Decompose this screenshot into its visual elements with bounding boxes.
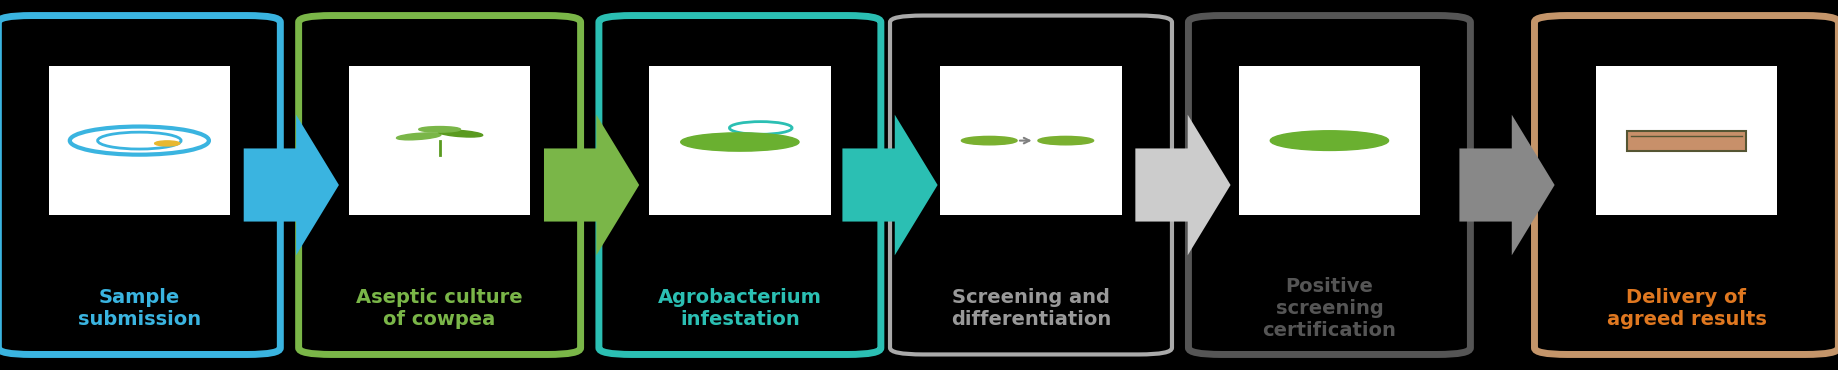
FancyBboxPatch shape [649,66,831,215]
Polygon shape [842,115,937,255]
FancyBboxPatch shape [941,66,1121,215]
Text: Positive
screening
certification: Positive screening certification [1263,278,1397,340]
Polygon shape [1459,115,1555,255]
FancyBboxPatch shape [0,16,281,354]
Polygon shape [1136,115,1231,255]
FancyBboxPatch shape [298,16,581,354]
FancyBboxPatch shape [890,16,1173,354]
FancyBboxPatch shape [1627,131,1746,151]
Circle shape [154,141,180,146]
Ellipse shape [1038,137,1094,145]
FancyBboxPatch shape [349,66,529,215]
FancyBboxPatch shape [1189,16,1470,354]
Ellipse shape [680,133,800,151]
Ellipse shape [961,137,1016,145]
FancyBboxPatch shape [1535,16,1838,354]
Ellipse shape [437,130,483,137]
FancyBboxPatch shape [1239,66,1421,215]
Ellipse shape [419,127,461,132]
FancyBboxPatch shape [599,16,880,354]
FancyBboxPatch shape [50,66,230,215]
Text: Agrobacterium
infestation: Agrobacterium infestation [658,289,822,329]
Ellipse shape [397,133,441,140]
Text: Delivery of
agreed results: Delivery of agreed results [1606,289,1766,329]
Ellipse shape [1270,131,1388,151]
Text: Screening and
differentiation: Screening and differentiation [950,289,1112,329]
Text: Sample
submission: Sample submission [77,289,200,329]
FancyBboxPatch shape [1595,66,1777,215]
Polygon shape [544,115,640,255]
Polygon shape [244,115,338,255]
Text: Aseptic culture
of cowpea: Aseptic culture of cowpea [357,289,524,329]
